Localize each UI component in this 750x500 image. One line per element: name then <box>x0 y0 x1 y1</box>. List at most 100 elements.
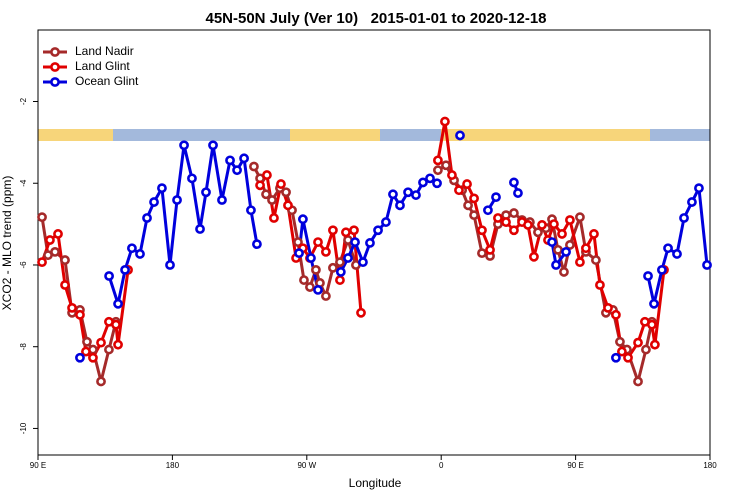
marker <box>50 246 60 257</box>
marker <box>67 302 77 313</box>
marker <box>454 185 464 196</box>
marker <box>433 165 443 176</box>
marker <box>37 212 47 223</box>
y-tick-label: -8 <box>19 343 28 351</box>
marker <box>135 249 145 259</box>
marker <box>643 271 653 281</box>
marker <box>113 339 123 350</box>
marker <box>509 208 519 218</box>
marker <box>513 188 523 198</box>
marker <box>603 302 613 313</box>
marker <box>335 275 345 285</box>
marker <box>341 227 351 238</box>
map-strip <box>38 129 710 141</box>
marker <box>358 257 368 268</box>
marker <box>165 260 175 270</box>
marker <box>679 213 689 223</box>
marker <box>321 246 331 257</box>
marker <box>403 187 413 198</box>
marker <box>120 264 130 275</box>
marker <box>267 195 277 205</box>
marker <box>463 200 473 211</box>
marker <box>349 225 359 236</box>
legend-marker <box>50 47 60 57</box>
marker <box>477 225 487 236</box>
marker <box>565 215 575 225</box>
marker <box>343 253 353 263</box>
marker <box>262 170 272 180</box>
marker <box>201 187 211 198</box>
marker <box>547 237 557 247</box>
marker <box>633 376 643 387</box>
marker <box>649 339 660 350</box>
marker <box>611 309 621 320</box>
y-tick-label: -6 <box>19 261 28 269</box>
marker <box>293 237 303 247</box>
plot-frame <box>37 29 711 456</box>
marker <box>533 227 543 238</box>
marker <box>111 319 121 330</box>
marker <box>298 214 308 225</box>
marker <box>294 248 304 259</box>
marker <box>615 336 625 347</box>
marker <box>561 246 571 257</box>
marker <box>649 298 659 309</box>
marker <box>425 173 435 184</box>
marker <box>195 224 205 234</box>
marker <box>641 344 651 355</box>
marker <box>356 307 366 318</box>
marker <box>388 189 398 200</box>
marker <box>335 267 346 277</box>
marker <box>321 291 331 301</box>
marker <box>395 200 405 211</box>
marker <box>373 225 383 236</box>
marker <box>483 205 493 216</box>
x-tick-label: 90 E <box>567 461 583 470</box>
marker <box>75 309 85 320</box>
marker <box>208 140 218 151</box>
marker <box>559 267 569 277</box>
legend-label: Ocean Glint <box>75 74 139 88</box>
marker <box>45 235 55 245</box>
marker <box>575 257 585 268</box>
marker <box>381 217 391 227</box>
marker <box>501 217 511 227</box>
marker <box>647 319 657 330</box>
marker <box>306 253 316 263</box>
legend-marker <box>50 77 60 87</box>
marker <box>249 161 259 172</box>
marker <box>88 352 98 363</box>
marker <box>232 165 242 176</box>
marker <box>187 173 197 184</box>
marker <box>96 337 106 348</box>
marker <box>96 376 106 387</box>
marker <box>217 195 227 205</box>
marker <box>702 260 712 270</box>
marker <box>565 240 575 250</box>
marker <box>225 155 235 166</box>
marker <box>350 237 360 247</box>
marker <box>179 140 189 151</box>
marker <box>313 285 323 295</box>
marker <box>551 260 561 270</box>
marker <box>433 155 443 166</box>
y-tick-label: -4 <box>19 179 28 187</box>
marker <box>104 271 114 281</box>
marker <box>595 280 605 290</box>
x-tick-label: 0 <box>439 461 444 470</box>
marker <box>299 275 309 285</box>
marker <box>328 225 338 236</box>
marker <box>142 213 152 223</box>
marker <box>60 255 70 265</box>
marker <box>261 189 271 200</box>
marker <box>455 130 465 141</box>
marker <box>633 337 643 348</box>
marker <box>589 229 599 239</box>
marker <box>509 177 519 188</box>
marker <box>246 205 256 216</box>
marker <box>657 264 667 275</box>
chart-title: 45N-50N July (Ver 10) 2015-01-01 to 2020… <box>205 10 546 27</box>
marker <box>694 183 704 194</box>
marker <box>313 237 323 247</box>
